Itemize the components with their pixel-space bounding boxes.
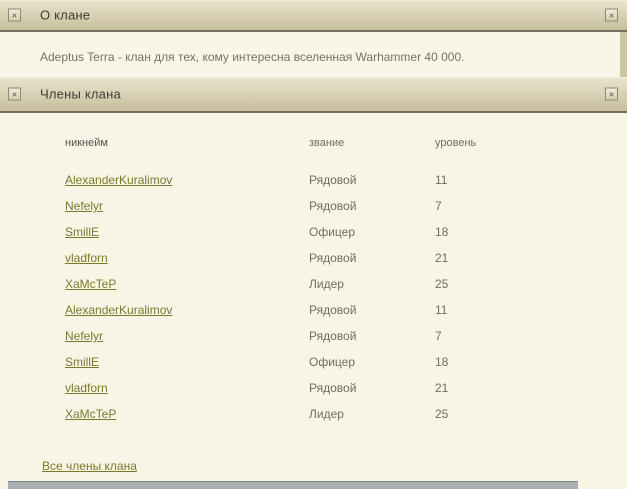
member-rank: Лидер: [309, 407, 344, 421]
table-row: XaMcTeP Лидер 25: [65, 271, 495, 297]
column-header-rank: звание: [309, 137, 345, 149]
member-level: 21: [435, 381, 449, 395]
members-collapse-button-right[interactable]: ×: [605, 87, 618, 101]
all-members-link[interactable]: Все члены клана: [42, 459, 137, 473]
page-edge-strip: [620, 32, 627, 77]
members-panel-body: никнейм звание уровень AlexanderKuralimo…: [0, 113, 627, 489]
members-panel-header: × Члены клана ×: [0, 77, 627, 113]
member-level: 11: [435, 173, 448, 187]
member-rank: Лидер: [309, 277, 344, 291]
about-panel-body: Adeptus Terra - клан для тех, кому интер…: [0, 32, 620, 77]
member-level: 7: [435, 329, 442, 343]
member-level: 18: [435, 225, 449, 239]
close-icon: ×: [608, 89, 615, 99]
about-panel-header: × О клане ×: [0, 0, 627, 32]
column-header-nickname: никнейм: [65, 137, 108, 149]
member-rank: Рядовой: [309, 303, 357, 317]
members-panel-title: Члены клана: [40, 86, 121, 102]
column-header-level: уровень: [435, 137, 477, 149]
member-nickname-link[interactable]: AlexanderKuralimov: [65, 173, 173, 187]
table-row: AlexanderKuralimov Рядовой 11: [65, 297, 495, 323]
table-row: XaMcTeP Лидер 25: [65, 401, 495, 427]
member-rank: Офицер: [309, 225, 355, 239]
clan-description: Adeptus Terra - клан для тех, кому интер…: [40, 50, 465, 64]
table-row: Nefelyr Рядовой 7: [65, 193, 495, 219]
members-table: никнейм звание уровень AlexanderKuralimo…: [65, 133, 495, 427]
member-nickname-link[interactable]: SmillE: [65, 225, 100, 239]
table-row: SmillE Офицер 18: [65, 349, 495, 375]
member-nickname-link[interactable]: XaMcTeP: [65, 277, 117, 291]
member-rank: Рядовой: [309, 381, 357, 395]
members-collapse-button-left[interactable]: ×: [8, 87, 21, 101]
member-level: 25: [435, 277, 449, 291]
member-level: 18: [435, 355, 449, 369]
table-row: vladforn Рядовой 21: [65, 375, 495, 401]
member-level: 11: [435, 303, 448, 317]
table-header-row: никнейм звание уровень: [65, 133, 495, 153]
member-rank: Офицер: [309, 355, 355, 369]
about-panel-title: О клане: [40, 7, 91, 23]
member-rank: Рядовой: [309, 329, 357, 343]
table-row: AlexanderKuralimov Рядовой 11: [65, 167, 495, 193]
table-row: vladforn Рядовой 21: [65, 245, 495, 271]
member-nickname-link[interactable]: Nefelyr: [65, 199, 104, 213]
member-nickname-link[interactable]: Nefelyr: [65, 329, 104, 343]
table-row: SmillE Офицер 18: [65, 219, 495, 245]
member-nickname-link[interactable]: vladforn: [65, 381, 108, 395]
member-rank: Рядовой: [309, 199, 357, 213]
bottom-bar: [8, 481, 578, 489]
member-rank: Рядовой: [309, 251, 357, 265]
member-nickname-link[interactable]: SmillE: [65, 355, 100, 369]
member-level: 21: [435, 251, 449, 265]
about-collapse-button-left[interactable]: ×: [8, 8, 21, 22]
member-nickname-link[interactable]: AlexanderKuralimov: [65, 303, 173, 317]
about-collapse-button-right[interactable]: ×: [605, 8, 618, 22]
close-icon: ×: [11, 10, 18, 20]
table-row: Nefelyr Рядовой 7: [65, 323, 495, 349]
close-icon: ×: [11, 89, 18, 99]
member-level: 7: [435, 199, 442, 213]
close-icon: ×: [608, 10, 615, 20]
member-nickname-link[interactable]: XaMcTeP: [65, 407, 117, 421]
member-nickname-link[interactable]: vladforn: [65, 251, 108, 265]
member-level: 25: [435, 407, 449, 421]
member-rank: Рядовой: [309, 173, 357, 187]
